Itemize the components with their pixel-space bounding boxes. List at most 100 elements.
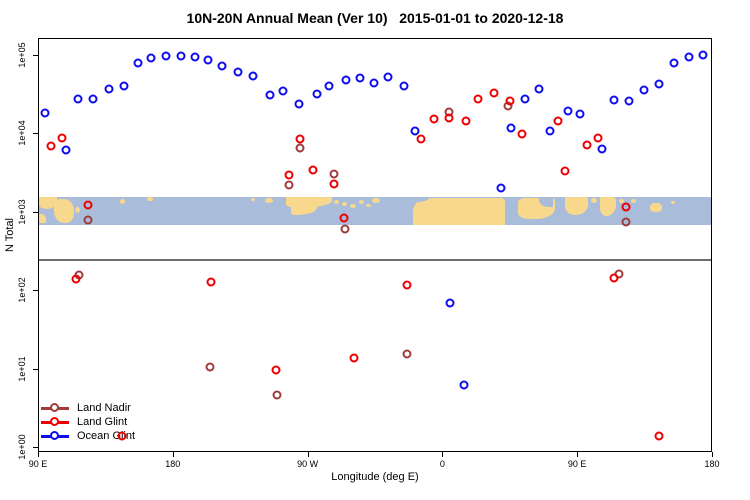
- data-point-land-glint: [517, 129, 527, 139]
- data-point-ocean-glint: [73, 94, 83, 104]
- data-point-land-glint: [206, 277, 216, 287]
- data-point-land-glint: [593, 133, 603, 143]
- x-axis-tick: [712, 452, 713, 457]
- data-point-ocean-glint: [119, 81, 129, 91]
- data-point-ocean-glint: [445, 298, 455, 308]
- data-point-ocean-glint: [233, 67, 243, 77]
- data-point-ocean-glint: [399, 81, 409, 91]
- y-axis-tick-label: 1e+02: [17, 277, 27, 303]
- data-point-land-glint: [609, 273, 619, 283]
- legend-row-land-nadir: Land Nadir: [41, 401, 135, 415]
- data-point-land-nadir: [205, 362, 215, 372]
- y-axis-label: N Total: [4, 217, 16, 253]
- data-point-ocean-glint: [383, 72, 393, 82]
- land-patch: [39, 197, 57, 209]
- land-patch: [342, 202, 347, 206]
- data-point-ocean-glint: [684, 52, 694, 62]
- y-axis-tick: [33, 211, 38, 213]
- data-point-ocean-glint: [248, 71, 258, 81]
- x-axis-tick: [38, 452, 39, 457]
- x-axis-tick: [307, 452, 309, 457]
- y-axis-tick: [33, 290, 38, 292]
- data-point-land-glint: [416, 134, 426, 144]
- data-point-land-glint: [295, 134, 305, 144]
- legend-row-land-glint: Land Glint: [41, 415, 135, 429]
- data-point-ocean-glint: [88, 94, 98, 104]
- land-patch: [265, 198, 273, 203]
- data-point-ocean-glint: [265, 90, 275, 100]
- data-point-ocean-glint: [545, 126, 555, 136]
- data-point-ocean-glint: [294, 99, 304, 109]
- legend-swatch: [41, 431, 69, 440]
- data-points-layer: [39, 39, 711, 451]
- data-point-ocean-glint: [609, 95, 619, 105]
- x-axis-tick: [172, 452, 174, 457]
- data-point-ocean-glint: [312, 89, 322, 99]
- data-point-ocean-glint: [624, 96, 634, 106]
- data-point-ocean-glint: [146, 53, 156, 63]
- land-patch: [350, 204, 356, 208]
- world-map-band: [39, 197, 711, 225]
- data-point-land-glint: [284, 170, 294, 180]
- y-axis-tick: [33, 133, 38, 135]
- data-point-ocean-glint: [341, 75, 351, 85]
- sea-patch: [413, 197, 429, 202]
- data-point-land-nadir: [295, 143, 305, 153]
- land-patch: [147, 197, 153, 201]
- data-point-ocean-glint: [669, 58, 679, 68]
- land-patch: [591, 198, 597, 203]
- data-point-ocean-glint: [217, 61, 227, 71]
- data-point-land-glint: [654, 431, 664, 441]
- y-axis-tick: [33, 368, 38, 370]
- data-point-ocean-glint: [654, 79, 664, 89]
- data-point-land-glint: [57, 133, 67, 143]
- land-patch: [372, 198, 380, 203]
- data-point-ocean-glint: [410, 126, 420, 136]
- land-patch: [600, 197, 616, 216]
- land-patch: [619, 199, 624, 203]
- x-axis-tick-label: 180: [704, 459, 720, 469]
- x-axis-tick-label: 90 E: [567, 459, 587, 469]
- data-point-ocean-glint: [40, 108, 50, 118]
- data-point-ocean-glint: [176, 51, 186, 61]
- y-axis-tick-label: 1e+04: [17, 120, 27, 147]
- data-point-ocean-glint: [575, 109, 585, 119]
- data-point-land-glint: [429, 114, 439, 124]
- land-patch: [359, 200, 364, 204]
- legend-swatch: [41, 403, 69, 412]
- data-point-land-glint: [329, 179, 339, 189]
- data-point-land-nadir: [621, 217, 631, 227]
- data-point-ocean-glint: [639, 85, 649, 95]
- data-point-land-glint: [560, 166, 570, 176]
- land-patch: [291, 206, 317, 215]
- data-point-ocean-glint: [597, 144, 607, 154]
- chart-title: 10N-20N Annual Mean (Ver 10) 2015-01-01 …: [186, 10, 564, 26]
- land-patch: [631, 199, 636, 203]
- data-point-ocean-glint: [203, 55, 213, 65]
- data-point-ocean-glint: [520, 94, 530, 104]
- data-point-land-nadir: [329, 169, 339, 179]
- data-point-ocean-glint: [563, 106, 573, 116]
- y-axis-tick-label: 1e+01: [17, 355, 27, 382]
- legend-marker-circle-icon: [50, 417, 59, 426]
- x-axis-label: Longitude (deg E): [331, 471, 419, 483]
- data-point-land-glint: [489, 88, 499, 98]
- legend-swatch: [41, 417, 69, 426]
- data-point-ocean-glint: [506, 123, 516, 133]
- data-point-land-glint: [339, 213, 349, 223]
- data-point-ocean-glint: [190, 52, 200, 62]
- data-point-ocean-glint: [161, 51, 171, 61]
- plot-area: Land Nadir Land Glint Ocean Glint: [38, 38, 712, 452]
- data-point-ocean-glint: [496, 183, 506, 193]
- x-axis-tick: [577, 452, 579, 457]
- x-axis-tick-label: 90 E: [28, 459, 48, 469]
- y-axis-tick-label: 1e+05: [17, 42, 27, 68]
- data-point-ocean-glint: [278, 86, 288, 96]
- data-point-land-glint: [308, 165, 318, 175]
- data-point-land-glint: [553, 116, 563, 126]
- reference-line: [39, 259, 711, 261]
- legend-label: Land Glint: [77, 416, 128, 428]
- legend-label: Land Nadir: [77, 402, 131, 414]
- legend-marker-circle-icon: [50, 403, 59, 412]
